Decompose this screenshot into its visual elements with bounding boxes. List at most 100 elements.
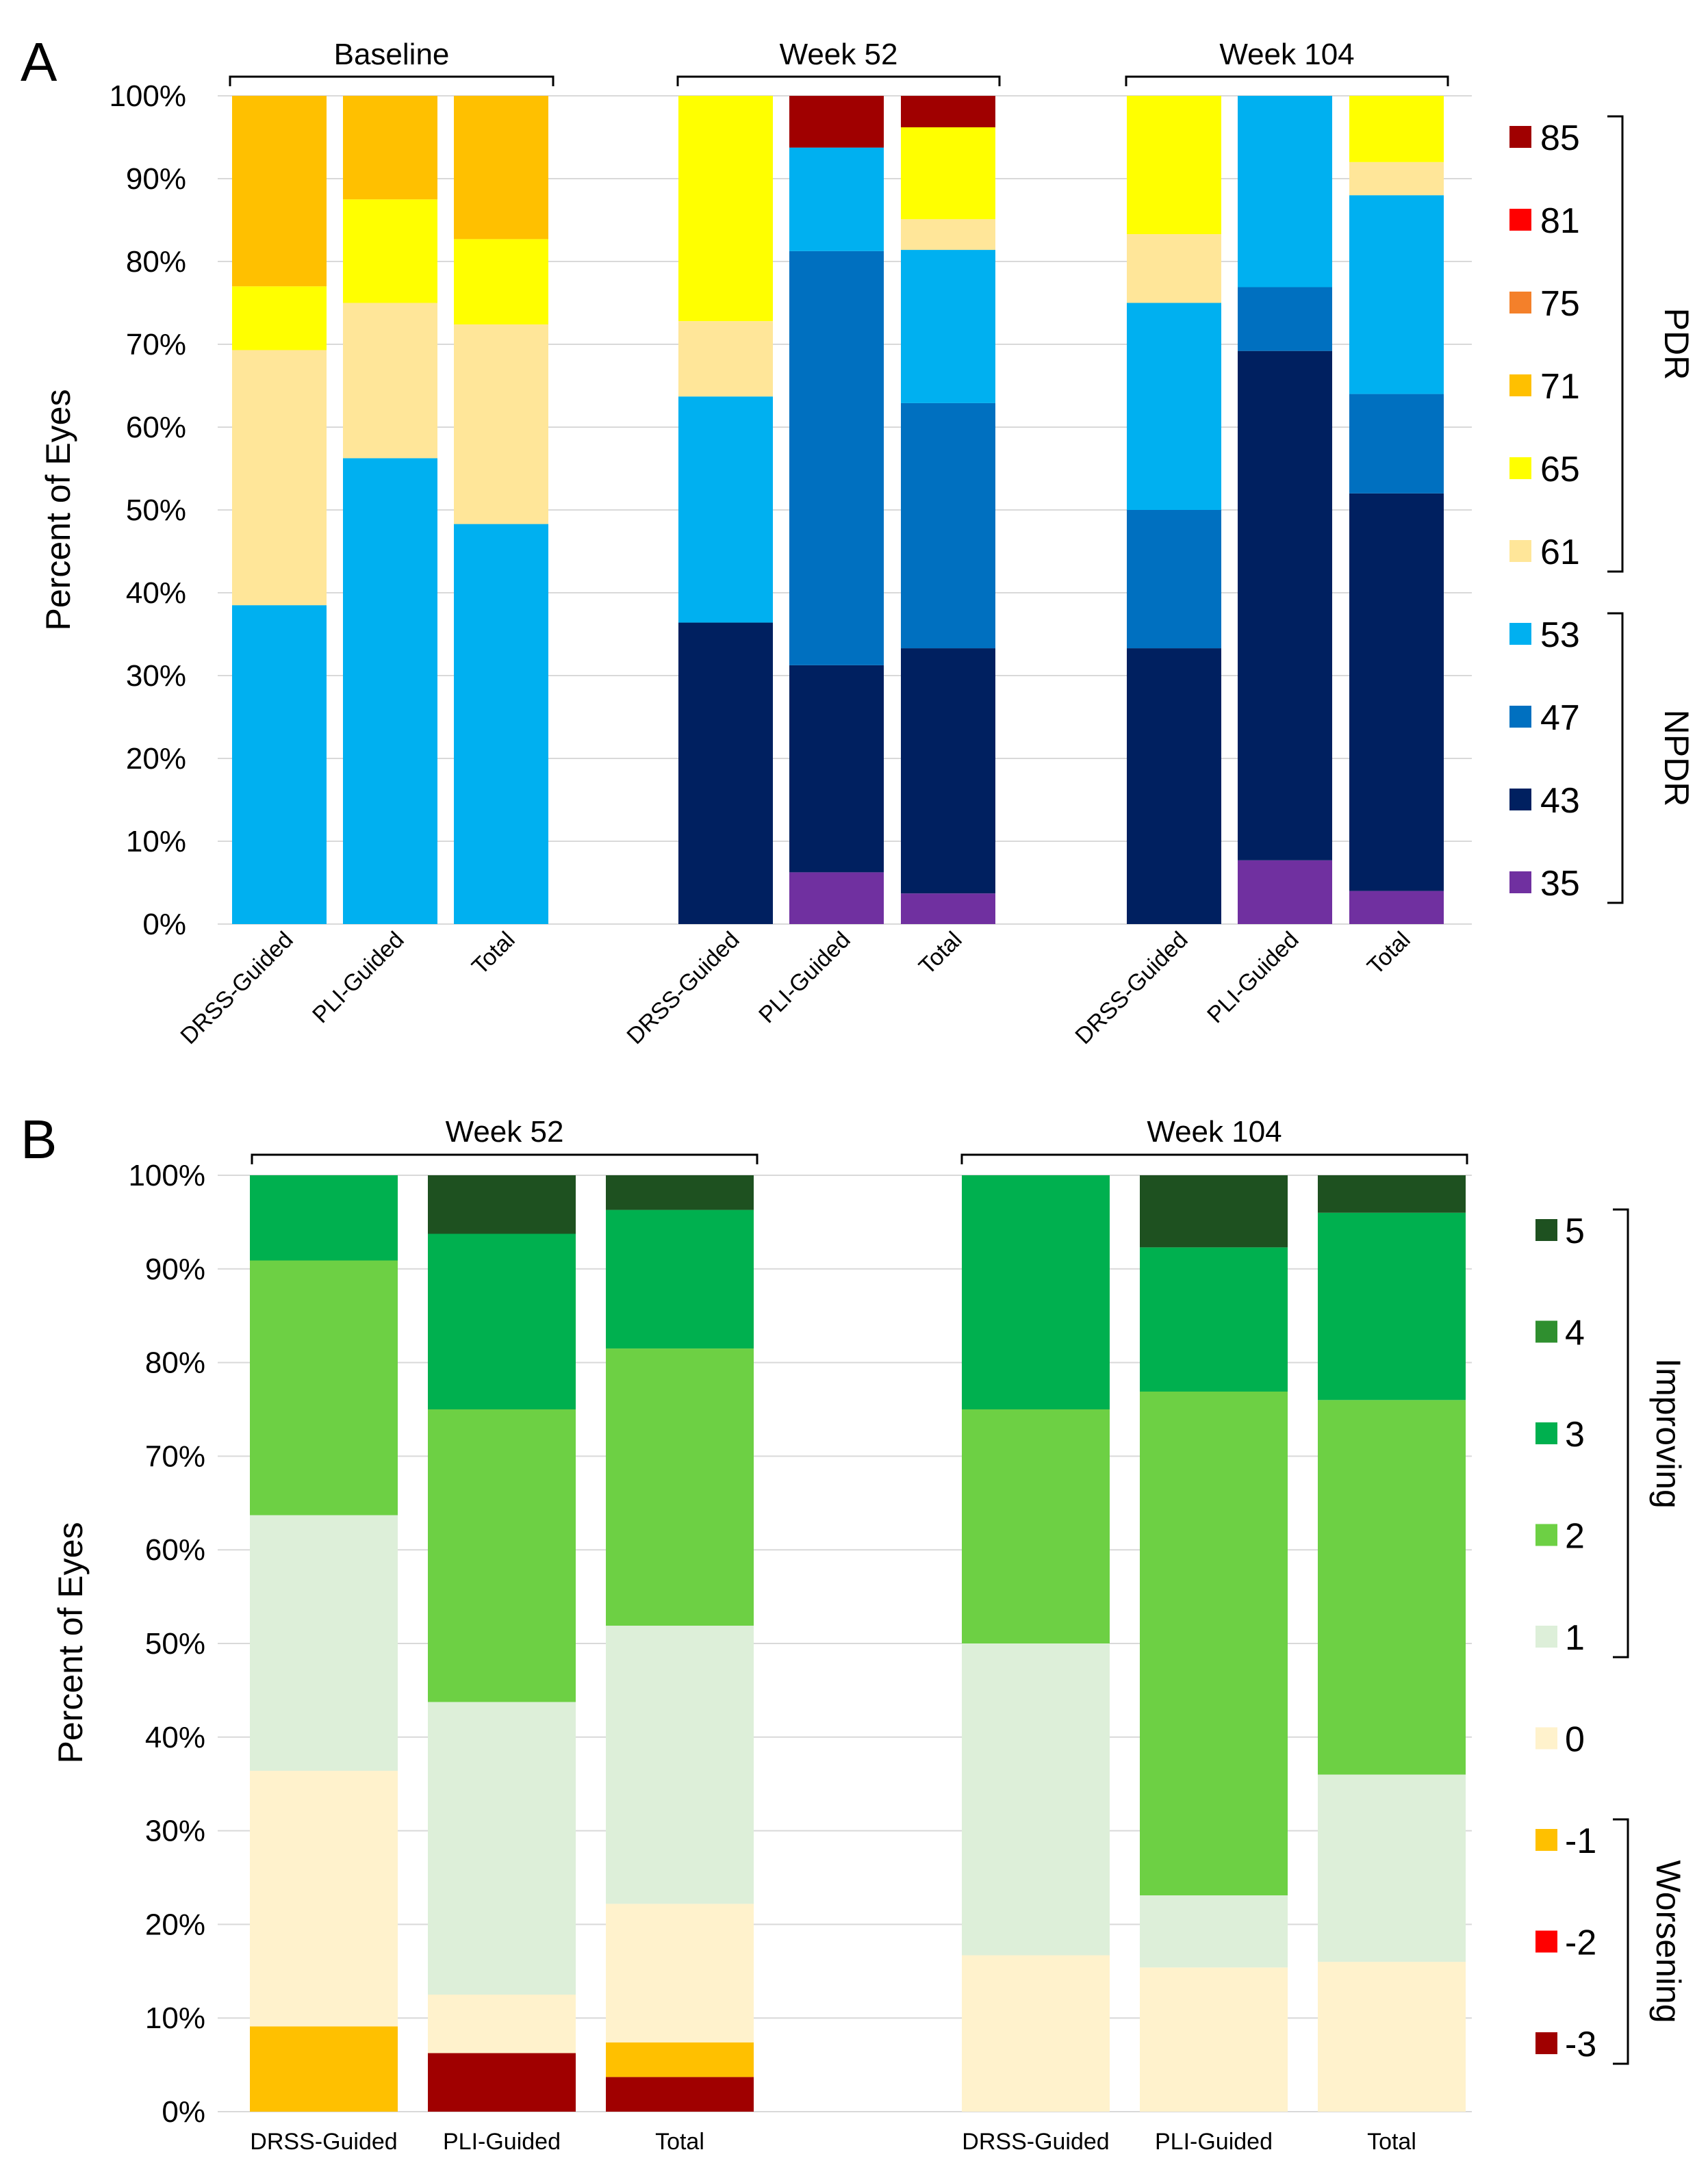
bar-segment-35: [1349, 891, 1444, 924]
bar-segment-5: [1318, 1175, 1466, 1213]
bar-segment-53: [1127, 303, 1221, 510]
bar-segment-0: [1318, 1962, 1466, 2112]
bar-segment-3: [1318, 1212, 1466, 1400]
panel-letter: A: [21, 31, 58, 92]
category-label: PLI-Guided: [1202, 927, 1303, 1028]
legend-swatch-75: [1509, 292, 1531, 313]
bar-segment-2: [250, 1260, 398, 1515]
panel-letter: B: [21, 1109, 57, 1170]
y-axis-label: Percent of Eyes: [39, 389, 77, 631]
legend-label: 1: [1565, 1618, 1585, 1658]
bar-segment-61: [343, 303, 437, 459]
y-tick-label: 20%: [145, 1908, 205, 1941]
legend-label: 47: [1540, 698, 1580, 738]
category-label: PLI-Guided: [307, 927, 409, 1028]
y-tick-label: 80%: [126, 245, 186, 279]
bar-segment-43: [789, 665, 884, 873]
bar-segment-53: [1349, 195, 1444, 394]
bracket-label: NPDR: [1657, 710, 1696, 807]
legend-swatch-71: [1509, 374, 1531, 396]
category-label: DRSS-Guided: [1070, 927, 1193, 1049]
legend-bracket: [1607, 612, 1624, 904]
legend-label: 61: [1540, 533, 1580, 572]
y-tick-label: 80%: [145, 1346, 205, 1380]
legend-bracket: [1607, 115, 1624, 573]
category-label: PLI-Guided: [1155, 2129, 1273, 2155]
category-label: Total: [655, 2129, 704, 2155]
bar-segment-61: [678, 321, 773, 397]
bar-segment-65: [454, 239, 548, 324]
bar-segment-3: [250, 1175, 398, 1261]
group-bracket: [676, 75, 1001, 86]
bar-segment-2: [1318, 1400, 1466, 1775]
legend-label: 3: [1565, 1415, 1585, 1455]
y-tick-label: 70%: [126, 328, 186, 361]
legend-label: -3: [1565, 2025, 1596, 2064]
category-label: DRSS-Guided: [622, 927, 744, 1049]
bar-segment-53: [678, 396, 773, 623]
legend-label: 35: [1540, 864, 1580, 904]
legend-swatch-43: [1509, 789, 1531, 810]
group-bracket: [229, 75, 555, 86]
bracket-label: PDR: [1657, 308, 1696, 381]
bar-segment-53: [1238, 96, 1332, 287]
group-bracket: [1125, 75, 1449, 86]
category-label: Total: [1362, 927, 1416, 980]
y-tick-label: 10%: [145, 2001, 205, 2035]
category-label: Total: [467, 927, 520, 980]
bar-segment-53: [789, 147, 884, 251]
bar-segment--1: [250, 2026, 398, 2112]
bar-segment--1: [606, 2042, 754, 2077]
legend-swatch-61: [1509, 540, 1531, 562]
bar-segment-35: [1238, 860, 1332, 924]
y-tick-label: 20%: [126, 742, 186, 776]
bracket-label: Worsening: [1649, 1860, 1687, 2023]
bar-segment-2: [1140, 1392, 1288, 1895]
y-tick-label: 0%: [142, 908, 186, 941]
bar-segment-61: [1127, 234, 1221, 303]
bar-segment-0: [962, 1955, 1110, 2112]
legend-swatch-65: [1509, 457, 1531, 479]
legend-swatch-35: [1509, 871, 1531, 893]
bar-segment-0: [1140, 1967, 1288, 2112]
bar-segment-1: [1318, 1774, 1466, 1962]
bar-segment-53: [901, 250, 995, 403]
bar-segment-47: [1349, 394, 1444, 494]
bar-segment-43: [678, 622, 773, 924]
bar-segment-53: [232, 605, 327, 924]
bar-segment-47: [901, 402, 995, 649]
bar-segment-53: [454, 524, 548, 924]
legend-label: 43: [1540, 781, 1580, 821]
category-label: DRSS-Guided: [250, 2129, 397, 2155]
bar-segment-61: [232, 350, 327, 606]
bar-segment-2: [428, 1409, 576, 1702]
legend-bracket: [1613, 1818, 1629, 2065]
bar-segment-65: [1349, 96, 1444, 162]
bar-segment-3: [606, 1209, 754, 1349]
legend-label: 53: [1540, 615, 1580, 655]
bar-segment-71: [454, 96, 548, 240]
y-tick-label: 30%: [126, 659, 186, 693]
y-tick-label: 100%: [128, 1159, 205, 1192]
y-tick-label: 40%: [126, 576, 186, 610]
y-tick-label: 50%: [145, 1627, 205, 1661]
legend-label: 0: [1565, 1720, 1585, 1760]
y-tick-label: 0%: [162, 2095, 205, 2129]
category-label: Total: [914, 927, 967, 980]
y-tick-label: 90%: [126, 162, 186, 196]
legend-swatch-3: [1535, 1422, 1557, 1444]
legend-label: -2: [1565, 1923, 1596, 1963]
legend-bracket: [1613, 1208, 1629, 1659]
bar-segment-43: [1238, 350, 1332, 860]
legend-label: 81: [1540, 201, 1580, 241]
group-label: Week 52: [780, 38, 898, 71]
legend-label: 71: [1540, 367, 1580, 407]
bar-segment--3: [428, 2053, 576, 2112]
bar-segment-35: [901, 893, 995, 924]
bar-segment--3: [606, 2077, 754, 2112]
bar-segment-61: [901, 219, 995, 251]
bar-segment-5: [606, 1175, 754, 1210]
legend-swatch--3: [1535, 2032, 1557, 2054]
y-tick-label: 30%: [145, 1815, 205, 1848]
